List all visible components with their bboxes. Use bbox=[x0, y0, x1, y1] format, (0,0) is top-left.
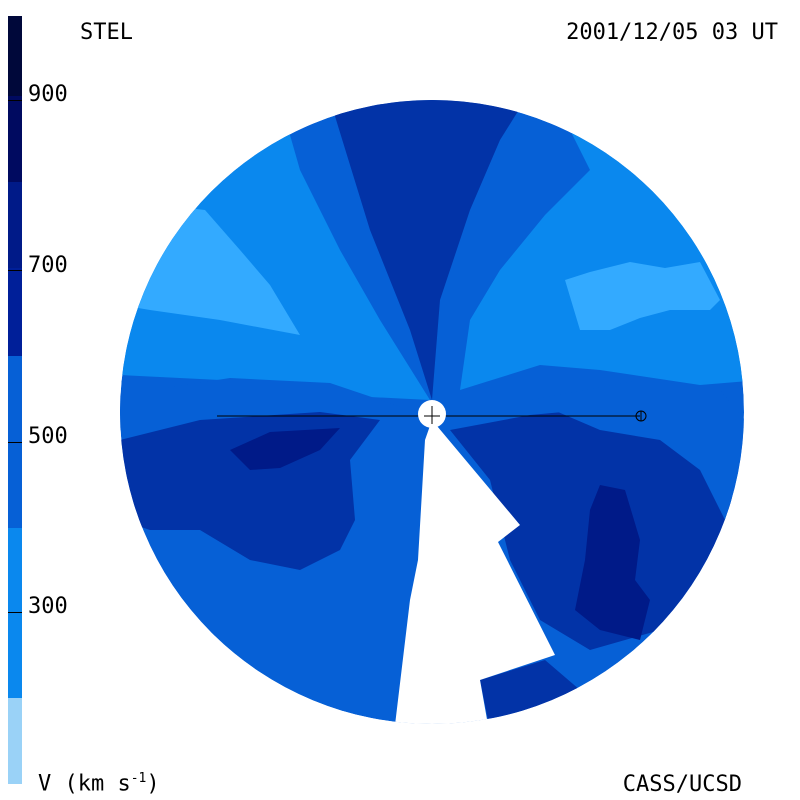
colorbar-segment-7 bbox=[8, 698, 22, 784]
velocity-region-upper-right-verylight bbox=[565, 262, 720, 330]
no-data-wedge bbox=[395, 420, 555, 724]
observatory-label: STEL bbox=[80, 20, 133, 45]
velocity-region-lower-right-medium bbox=[530, 380, 744, 560]
colorbar-tick-900 bbox=[8, 100, 22, 101]
units-exponent: -1 bbox=[130, 771, 147, 786]
colorbar-tick-500 bbox=[8, 442, 22, 443]
velocity-region-north-dark bbox=[330, 100, 525, 400]
colorbar-tick-700 bbox=[8, 270, 22, 271]
velocity-region-lower-left-darkest bbox=[230, 428, 340, 470]
velocity-region-equatorial-band bbox=[120, 378, 410, 430]
colorbar-tick-label-300: 300 bbox=[28, 594, 68, 619]
velocity-region-lower-right-darkest bbox=[575, 485, 650, 640]
colorbar-segment-4 bbox=[8, 268, 22, 356]
colorbar-tick-label-700: 700 bbox=[28, 253, 68, 278]
colorbar-segment-6 bbox=[8, 528, 22, 698]
colorbar-tick-label-900: 900 bbox=[28, 82, 68, 107]
credit-label: CASS/UCSD bbox=[622, 772, 742, 797]
colorbar-segment-3 bbox=[8, 182, 22, 268]
colorbar-tick-300 bbox=[8, 612, 22, 613]
units-suffix: ) bbox=[146, 771, 160, 797]
velocity-region-bottom-dark bbox=[480, 660, 580, 724]
velocity-units-label: V (km s-1) bbox=[38, 772, 160, 795]
colorbar-segment-1 bbox=[8, 16, 22, 96]
colorbar-segment-2 bbox=[8, 96, 22, 182]
units-prefix: V (km s bbox=[38, 771, 131, 797]
colorbar-tick-label-500: 500 bbox=[28, 424, 68, 449]
timestamp-label: 2001/12/05 03 UT bbox=[566, 20, 778, 45]
